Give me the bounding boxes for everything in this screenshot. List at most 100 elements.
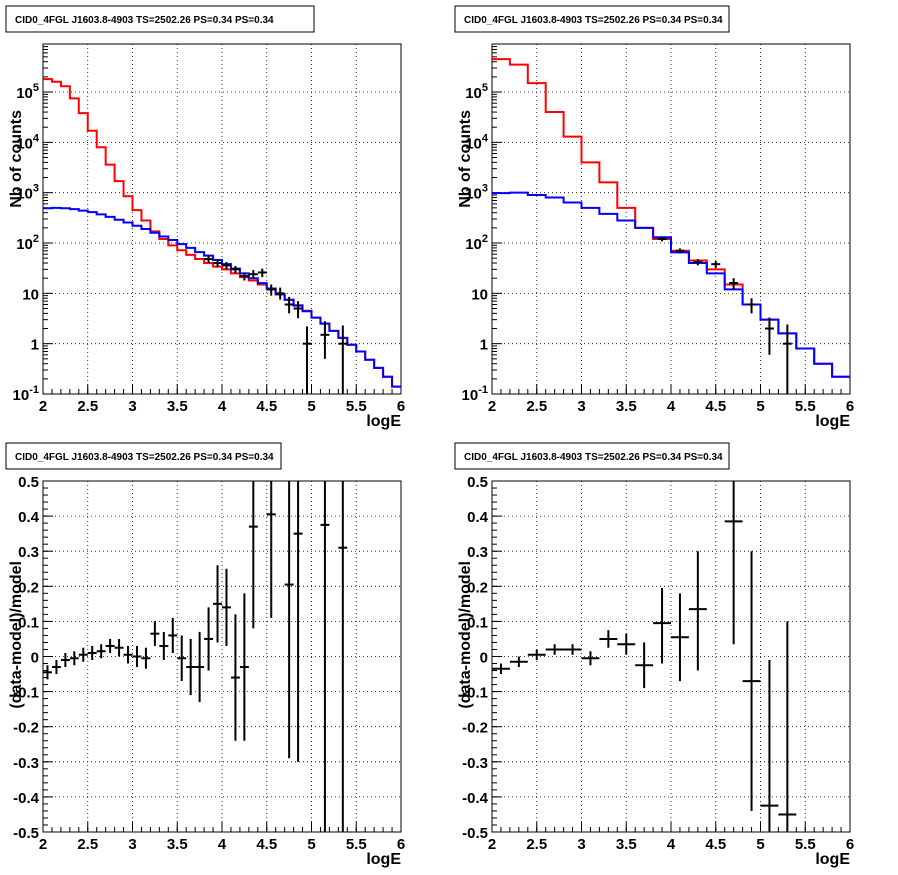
data-point <box>43 665 52 680</box>
y-tick-label: 102 <box>465 233 488 253</box>
x-tick-label: 4.5 <box>705 398 726 415</box>
data-point <box>760 660 779 832</box>
y-tick-label: 10 <box>22 286 39 303</box>
x-tick-label: 2.5 <box>526 836 547 853</box>
y-tick-label: 103 <box>465 183 488 203</box>
x-tick-label: 3.5 <box>616 398 637 415</box>
x-tick-label: 2 <box>39 836 47 853</box>
y-tick-label: -0.1 <box>13 685 39 702</box>
y-axis-label: Nb of counts <box>457 110 474 208</box>
data-point <box>150 621 160 646</box>
chart-title-frame <box>454 5 730 33</box>
x-tick-label: 2 <box>488 398 496 415</box>
y-tick-label: 0.1 <box>467 614 488 631</box>
y-tick-label: 103 <box>16 183 39 203</box>
data-point <box>492 663 510 675</box>
data-point <box>239 272 249 281</box>
data-point <box>581 651 600 666</box>
y-axis-label: Nb of counts <box>8 110 25 208</box>
data-point <box>764 317 774 355</box>
x-tick-label: 2.5 <box>77 836 98 853</box>
y-tick-label: 0.5 <box>467 474 488 491</box>
data-point <box>222 568 231 646</box>
chart-title-box: CID0_4FGL J1603.8-4903 TS=2502.26 PS=0.3… <box>5 442 282 470</box>
data-point <box>693 259 703 266</box>
x-tick-label: 4.5 <box>256 398 277 415</box>
x-axis-label: logE <box>815 413 850 430</box>
y-tick-label: -0.5 <box>462 825 488 842</box>
x-tick-label: 3.5 <box>167 398 188 415</box>
data-point <box>266 284 276 296</box>
data-point <box>275 287 285 300</box>
x-tick-label: 5.5 <box>795 398 816 415</box>
x-tick-label: 5 <box>307 398 315 415</box>
data-point <box>114 638 124 657</box>
data-point <box>338 481 348 832</box>
data-point <box>635 642 654 689</box>
y-tick-label: 0 <box>480 650 488 667</box>
x-tick-label: 6 <box>397 398 405 415</box>
chart-title-box: CID0_4FGL J1603.8-4903 TS=2502.26 PS=0.3… <box>454 5 730 33</box>
x-tick-label: 5.5 <box>795 836 816 853</box>
y-tick-label: -0.2 <box>462 720 488 737</box>
y-tick-label: 10-1 <box>462 384 488 404</box>
data-point <box>248 481 258 629</box>
chart-title: CID0_4FGL J1603.8-4903 TS=2502.26 PS=0.3… <box>464 452 723 463</box>
y-tick-label: -0.2 <box>13 720 39 737</box>
y-tick-label: 0.2 <box>467 579 488 596</box>
data-point <box>671 593 689 682</box>
chart-title-frame <box>5 5 315 33</box>
x-tick-label: 3.5 <box>167 836 188 853</box>
x-axis-label: logE <box>366 851 401 868</box>
x-tick-label: 4.5 <box>705 836 726 853</box>
data-point <box>320 321 330 359</box>
y-tick-label: -0.3 <box>462 755 488 772</box>
data-point <box>195 631 205 703</box>
x-tick-label: 5 <box>756 836 764 853</box>
data-point <box>688 551 707 671</box>
x-tick-label: 3.5 <box>616 836 637 853</box>
data-point <box>782 324 792 394</box>
y-tick-label: -0.3 <box>13 755 39 772</box>
data-point <box>159 631 169 661</box>
data-point <box>222 261 231 270</box>
y-tick-label: 10-1 <box>13 384 39 404</box>
x-tick-label: 4 <box>218 398 227 415</box>
x-tick-label: 2.5 <box>526 398 547 415</box>
data-point <box>545 644 564 655</box>
data-point <box>657 236 667 242</box>
x-tick-label: 3 <box>577 836 585 853</box>
data-point <box>213 259 222 268</box>
data-point <box>204 255 214 264</box>
y-tick-label: 1 <box>480 337 488 354</box>
y-axis-label: (data-model)/model <box>8 561 25 709</box>
y-tick-label: -0.1 <box>462 685 488 702</box>
data-point <box>123 645 133 664</box>
data-point <box>141 647 151 669</box>
data-point <box>509 656 528 668</box>
y-tick-label: 0.3 <box>467 544 488 561</box>
chart-title-frame <box>5 442 282 470</box>
y-tick-label: 0.1 <box>18 614 39 631</box>
y-tick-label: 104 <box>16 132 40 152</box>
data-point <box>675 248 685 254</box>
data-point <box>742 551 761 811</box>
data-point <box>257 268 267 278</box>
y-tick-label: 0.4 <box>467 509 489 526</box>
x-tick-label: 2 <box>39 398 47 415</box>
y-tick-label: -0.5 <box>13 825 39 842</box>
y-tick-label: 1 <box>31 337 39 354</box>
plot-frame <box>491 43 851 395</box>
x-tick-label: 4 <box>667 836 676 853</box>
data-point <box>284 296 294 314</box>
data-point <box>599 630 618 648</box>
y-tick-label: 0 <box>31 650 39 667</box>
data-point <box>230 614 240 741</box>
data-point <box>338 325 348 394</box>
data-point <box>729 278 739 290</box>
data-point <box>239 593 249 741</box>
data-point <box>96 644 106 659</box>
x-tick-label: 3 <box>577 398 585 415</box>
